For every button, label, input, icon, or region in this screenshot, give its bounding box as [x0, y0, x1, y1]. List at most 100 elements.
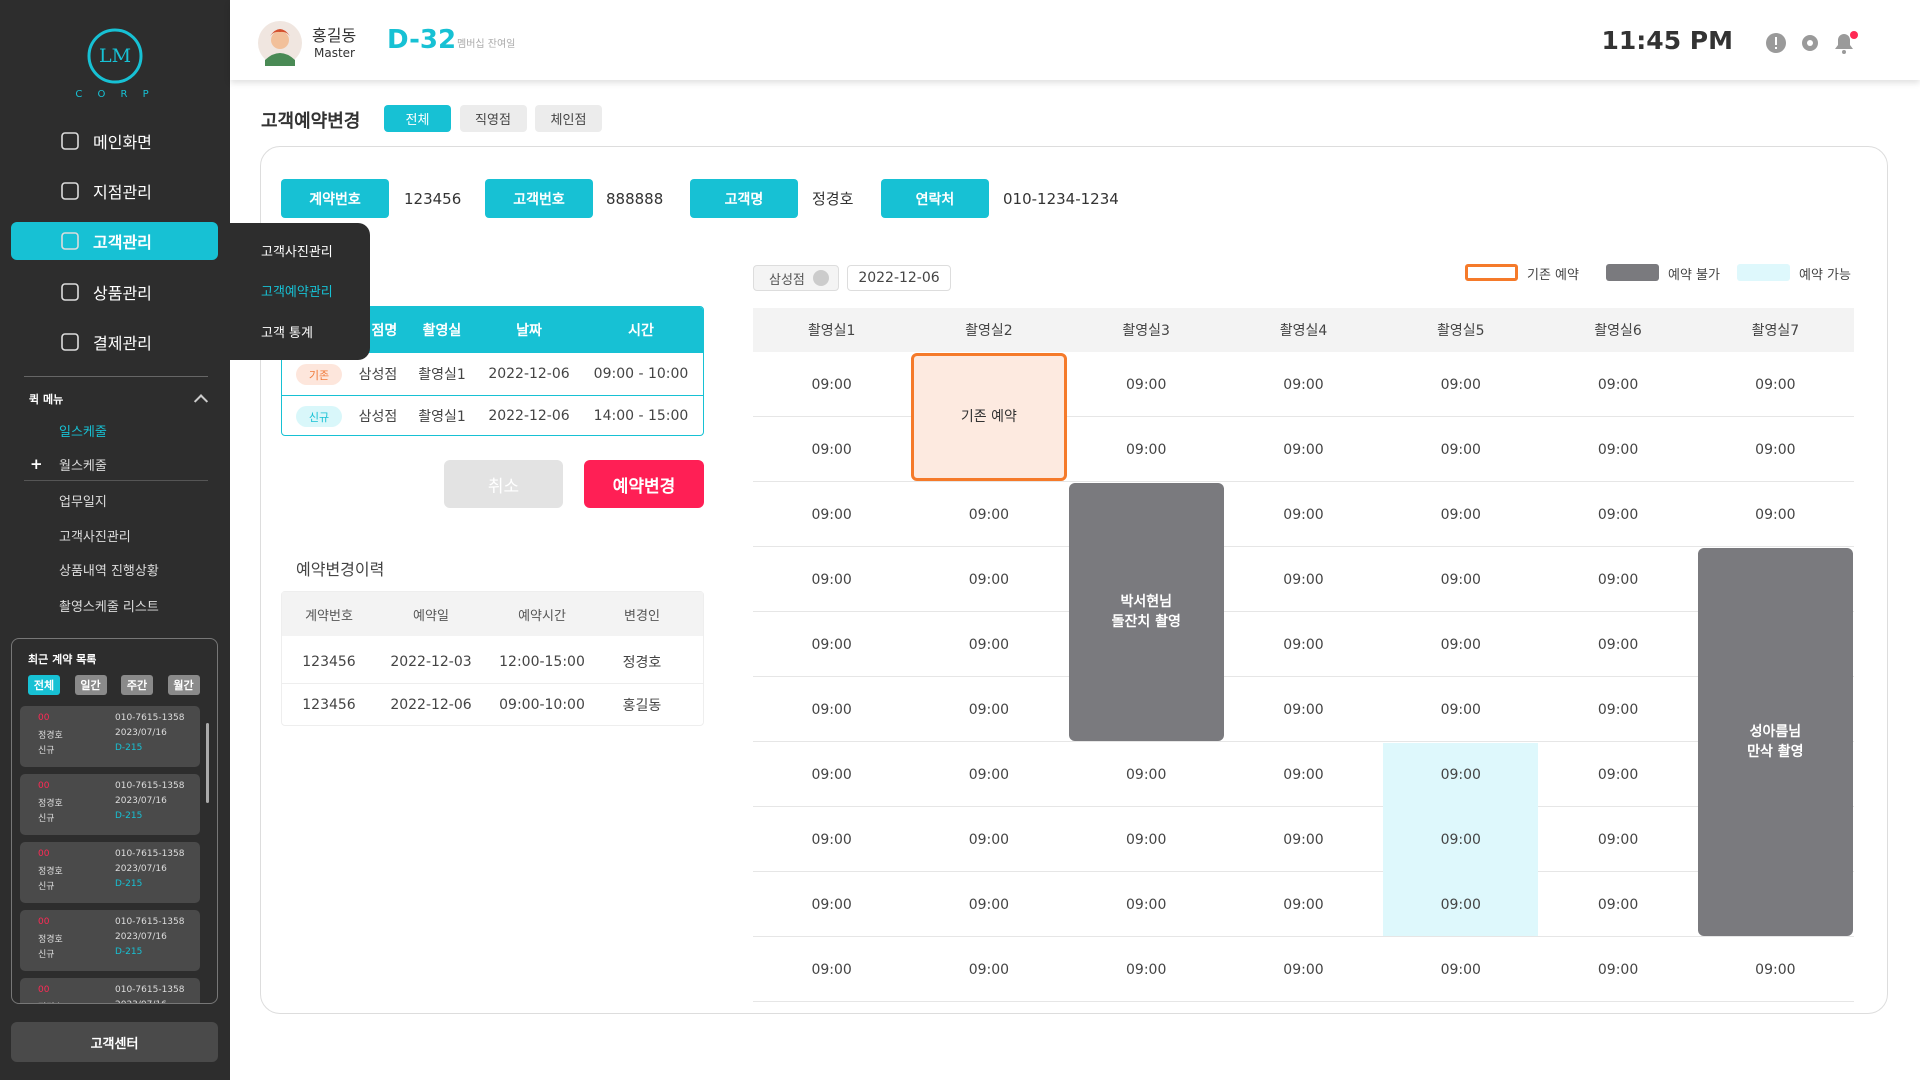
time-slot[interactable]: 09:00	[968, 896, 1010, 913]
nav-item[interactable]: 지점관리	[11, 172, 218, 210]
time-slot[interactable]: 09:00	[1597, 571, 1639, 588]
quick-item[interactable]: 업무일지	[24, 486, 208, 514]
time-slot[interactable]: 09:00	[968, 506, 1010, 523]
quick-item[interactable]: + 월스케줄	[24, 450, 208, 478]
time-slot[interactable]: 09:00	[1283, 831, 1324, 848]
info-value: 010-1234-1234	[1003, 189, 1119, 208]
row-cell: 촬영실1	[418, 367, 466, 383]
time-slot[interactable]: 09:00	[811, 961, 852, 978]
time-slot[interactable]: 09:00	[1283, 766, 1324, 783]
time-slot[interactable]: 09:00	[1440, 506, 1481, 523]
nav-item[interactable]: 상품관리	[11, 273, 218, 311]
time-slot[interactable]: 09:00	[1126, 376, 1167, 393]
support-button[interactable]: 고객센터	[11, 1022, 218, 1062]
time-slot[interactable]: 09:00	[811, 376, 852, 393]
nav-item[interactable]: 고객관리	[11, 222, 218, 261]
recent-tab[interactable]: 주간	[121, 675, 153, 695]
time-slot[interactable]: 09:00	[1283, 961, 1324, 978]
time-slot[interactable]: 09:00	[1755, 441, 1796, 458]
time-slot[interactable]: 09:00	[1440, 961, 1481, 978]
time-slot[interactable]: 09:00	[1755, 506, 1796, 523]
time-slot[interactable]: 09:00	[1126, 831, 1167, 848]
time-slot[interactable]: 09:00	[1126, 766, 1167, 783]
time-slot[interactable]: 09:00	[1597, 961, 1639, 978]
time-slot[interactable]: 09:00	[1755, 376, 1796, 393]
time-slot[interactable]: 09:00	[1283, 571, 1324, 588]
submenu-item[interactable]: 고객예약관리	[261, 285, 333, 300]
time-slot[interactable]: 09:00	[811, 896, 852, 913]
time-slot[interactable]: 09:00	[1126, 961, 1167, 978]
time-slot[interactable]: 09:00	[968, 766, 1010, 783]
recent-tab[interactable]: 일간	[74, 675, 107, 695]
time-slot[interactable]: 09:00	[1597, 636, 1639, 653]
time-slot[interactable]: 09:00	[1755, 961, 1796, 978]
history-header: 예약일	[413, 608, 449, 624]
time-slot[interactable]: 09:00	[1597, 506, 1639, 523]
time-slot[interactable]: 09:00	[1597, 831, 1639, 848]
time-slot[interactable]: 09:00	[968, 831, 1010, 848]
time-slot[interactable]: 09:00	[1440, 831, 1481, 848]
time-slot[interactable]: 09:00	[1440, 636, 1481, 653]
time-slot[interactable]: 09:00	[1440, 701, 1481, 718]
card-status: 신규	[38, 882, 55, 892]
recent-tab[interactable]: 전체	[28, 675, 60, 695]
time-slot[interactable]: 09:00	[811, 441, 852, 458]
time-slot[interactable]: 09:00	[968, 961, 1010, 978]
submit-button[interactable]: 예약변경	[584, 460, 704, 508]
time-slot[interactable]: 09:00	[1440, 376, 1481, 393]
time-slot[interactable]: 09:00	[811, 506, 852, 523]
submenu-item[interactable]: 고객 통계	[261, 325, 313, 341]
time-slot[interactable]: 09:00	[1440, 441, 1481, 458]
time-slot[interactable]: 09:00	[1440, 896, 1481, 913]
page-tab[interactable]: 전체	[384, 105, 451, 132]
change-header: 촬영실	[422, 323, 462, 339]
time-slot[interactable]: 09:00	[811, 766, 852, 783]
room-header: 촬영실5	[1437, 323, 1485, 339]
branch-select[interactable]: 삼성점	[753, 265, 839, 291]
time-slot[interactable]: 09:00	[968, 571, 1010, 588]
time-slot[interactable]: 09:00	[1126, 441, 1167, 458]
time-slot[interactable]: 09:00	[811, 701, 852, 718]
time-slot[interactable]: 09:00	[1597, 441, 1639, 458]
card-dday: D-215	[115, 811, 143, 821]
quick-item[interactable]: 일스케줄	[24, 416, 208, 444]
quick-item[interactable]: 상품내역 진행상황	[24, 555, 208, 583]
time-slot[interactable]: 09:00	[968, 701, 1010, 718]
page-tab[interactable]: 체인점	[535, 105, 602, 132]
card-date: 2023/07/16	[115, 864, 167, 874]
cancel-button[interactable]: 취소	[444, 460, 563, 508]
time-slot[interactable]: 09:00	[1440, 766, 1481, 783]
time-slot[interactable]: 09:00	[1283, 636, 1324, 653]
date-select[interactable]: 2022-12-06	[847, 265, 951, 291]
time-slot[interactable]: 09:00	[1283, 506, 1324, 523]
quick-item[interactable]: 고객사진관리	[24, 521, 208, 549]
quick-item[interactable]: 촬영스케줄 리스트	[24, 591, 208, 619]
row-line	[753, 546, 1854, 547]
nav-item[interactable]: 결제관리	[11, 323, 218, 361]
time-slot[interactable]: 09:00	[968, 636, 1010, 653]
time-slot[interactable]: 09:00	[1126, 896, 1167, 913]
time-slot[interactable]: 09:00	[811, 831, 852, 848]
time-slot[interactable]: 09:00	[1283, 376, 1324, 393]
time-slot[interactable]: 09:00	[1283, 441, 1324, 458]
page-tab[interactable]: 직영점	[459, 105, 527, 132]
info-value: 123456	[404, 189, 462, 208]
time-slot[interactable]: 09:00	[1597, 376, 1639, 393]
time-slot[interactable]: 09:00	[1597, 896, 1639, 913]
time-slot[interactable]: 09:00	[811, 571, 852, 588]
recent-tab[interactable]: 월간	[167, 675, 200, 695]
time-slot[interactable]: 09:00	[1597, 766, 1639, 783]
time-slot[interactable]: 09:00	[1440, 571, 1481, 588]
quick-prefix: +	[30, 455, 43, 473]
time-slot[interactable]: 09:00	[811, 636, 852, 653]
submenu-item[interactable]: 고객사진관리	[261, 244, 333, 260]
time-slot[interactable]: 09:00	[1283, 701, 1324, 718]
time-slot[interactable]: 09:00	[1283, 896, 1324, 913]
nav-item[interactable]: 메인화면	[11, 122, 218, 160]
time-slot[interactable]: 09:00	[1597, 701, 1639, 718]
